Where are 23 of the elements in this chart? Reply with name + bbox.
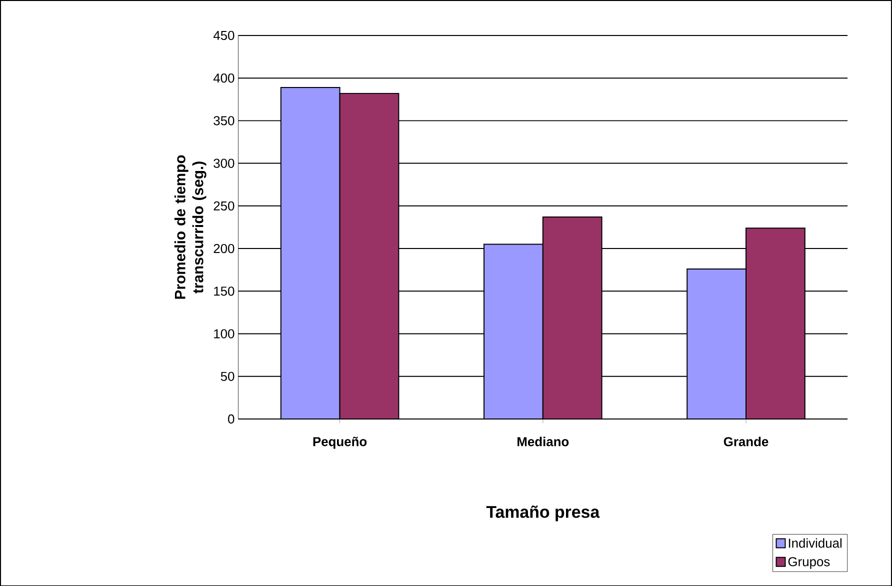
bar <box>542 216 602 419</box>
bar <box>280 86 340 419</box>
legend-label: Individual <box>788 538 842 548</box>
y-tick-label: 350 <box>214 116 234 126</box>
x-tick-label: Grande <box>724 436 768 446</box>
x-tick-label: Mediano <box>518 436 569 446</box>
y-tick-label: 100 <box>214 329 234 338</box>
bar <box>686 268 747 419</box>
y-tick-label: 50 <box>220 372 234 381</box>
y-tick-label: 450 <box>213 30 234 40</box>
y-tick-label: 0 <box>228 414 234 424</box>
y-tick-label: 250 <box>214 201 234 210</box>
y-tick-label: 150 <box>214 286 234 296</box>
bar <box>746 227 806 419</box>
x-axis-title: Tamaño presa <box>486 505 600 522</box>
bar <box>484 244 544 419</box>
x-tick-label: Pequeño <box>313 436 367 449</box>
y-tick-label: 200 <box>214 244 234 253</box>
y-axis-title: Promedio de tiempo transcurrido (seg.) <box>174 155 206 299</box>
y-tick-label: 300 <box>214 158 234 168</box>
y-tick-label: 400 <box>213 73 234 82</box>
bar <box>339 92 400 419</box>
legend-label: Grupos <box>788 556 830 569</box>
